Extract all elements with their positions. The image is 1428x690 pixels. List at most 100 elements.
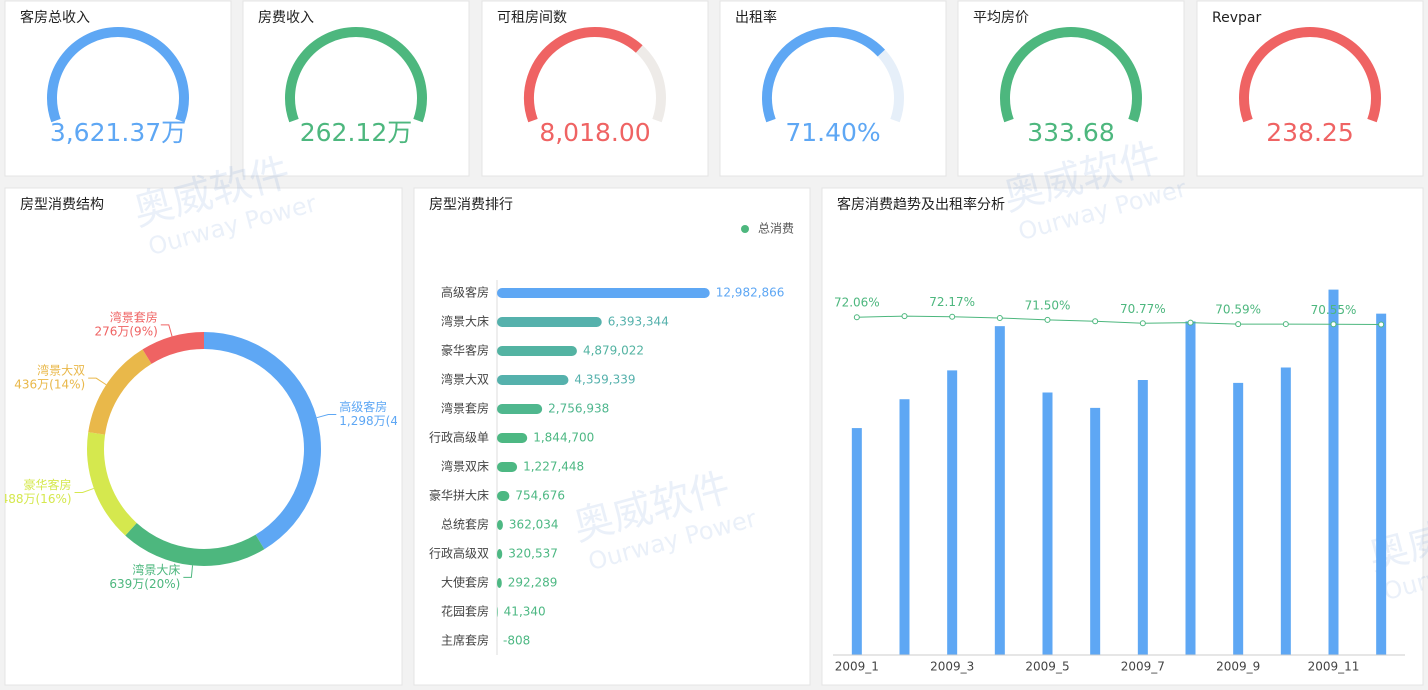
card-title: 房型消费排行 (429, 197, 513, 213)
bar (497, 317, 602, 327)
slice-value: 276万(9%) (94, 324, 157, 338)
bar (899, 399, 910, 655)
line-point (1044, 316, 1051, 323)
bar (497, 433, 528, 443)
slice-value: 639万(20%) (109, 577, 180, 591)
leader-line (74, 487, 95, 494)
gauge-value (762, 27, 885, 123)
bar-label: 6,393,344 (608, 315, 669, 329)
y-tick-label: 豪华拼大床 (429, 488, 489, 503)
bar-label: 362,034 (509, 518, 559, 532)
bar (1137, 380, 1148, 655)
line-point (901, 313, 908, 320)
point-label: 72.17% (929, 295, 975, 309)
charts: 客房总收入 3,621.37万 房费收入 262.12万 可租房间数 8,018.00 出租… (1, 9, 1405, 674)
point-label: 70.77% (1120, 302, 1166, 316)
gauge-value (47, 27, 189, 123)
slice-value: 488万(16%) (1, 492, 72, 506)
line-point (1187, 319, 1194, 326)
gauge-label: 238.25 (1266, 118, 1353, 147)
y-tick-label: 湾景双床 (441, 459, 489, 474)
bar (1376, 313, 1387, 655)
bar-label: 292,289 (508, 576, 558, 590)
bar-label: 754,676 (515, 489, 565, 503)
card-title: 房型消费结构 (20, 197, 104, 213)
point-label: 70.55% (1311, 303, 1357, 317)
card-title: 房费收入 (258, 10, 314, 26)
gauge-label: 333.68 (1027, 118, 1114, 147)
bar (1185, 321, 1196, 655)
gauge-value (285, 27, 427, 123)
bar (497, 346, 577, 356)
gauge-label: 71.40% (785, 118, 880, 147)
bar (1042, 392, 1053, 655)
pie-slice (125, 522, 265, 567)
card-title: 客房总收入 (20, 9, 90, 26)
bar (497, 288, 710, 298)
bar-label: 320,537 (508, 547, 558, 561)
leader-line (160, 324, 173, 337)
pie-slice (204, 332, 322, 550)
bar-label: 4,359,339 (574, 373, 635, 387)
gauge-value (524, 27, 643, 123)
card-title: 平均房价 (973, 10, 1029, 26)
bar (1090, 407, 1101, 655)
bar-label: 1,844,700 (533, 431, 594, 445)
slice-label: 湾景套房 (110, 309, 158, 324)
card-title: Revpar (1212, 10, 1261, 26)
bar-label: 4,879,022 (583, 344, 644, 358)
gauge-value (1000, 27, 1142, 123)
line-point (1139, 320, 1146, 327)
bar-label: 41,340 (504, 605, 546, 619)
y-tick-label: 总统套房 (441, 517, 489, 532)
slice-label: 湾景大双 (37, 363, 85, 378)
line-point (853, 314, 860, 321)
y-tick-label: 湾景套房 (441, 401, 489, 416)
card (821, 187, 1424, 686)
bar (497, 404, 543, 414)
bar-label: 2,756,938 (548, 402, 609, 416)
point-label: 72.06% (834, 296, 880, 310)
card (413, 187, 811, 686)
point-label: 70.59% (1215, 303, 1261, 317)
leader-line (88, 377, 107, 386)
slice-value: 1,298万(41%) (339, 414, 421, 428)
gauge-label: 3,621.37万 (50, 118, 186, 147)
slice-value: 436万(14%) (14, 378, 85, 392)
bar-label: 1,227,448 (523, 460, 584, 474)
legend-label: 总消费 (758, 222, 794, 236)
bar (497, 607, 498, 617)
gauge-label: 8,018.00 (539, 118, 650, 147)
bar (497, 375, 569, 385)
line-point (1282, 321, 1289, 328)
y-tick-label: 花园套房 (441, 604, 489, 619)
card (4, 187, 403, 686)
line-point (1330, 321, 1337, 328)
slice-label: 湾景大床 (132, 562, 180, 577)
y-tick-label: 行政高级双 (429, 546, 489, 561)
slice-label: 豪华客房 (24, 477, 72, 492)
y-tick-label: 主席套房 (441, 633, 489, 648)
bar (1328, 289, 1339, 655)
y-tick-label: 行政高级单 (429, 430, 489, 445)
line-point (1235, 321, 1242, 328)
x-tick-label: 2009_7 (1121, 660, 1165, 674)
gauge-value (1239, 27, 1381, 123)
bar (497, 462, 518, 472)
y-tick-label: 湾景大双 (441, 372, 489, 387)
slice-label: 高级客房 (339, 399, 387, 414)
y-tick-label: 大使套房 (441, 575, 489, 590)
line-point (949, 313, 956, 320)
bar (1280, 367, 1291, 655)
card-title: 可租房间数 (497, 10, 567, 26)
line (856, 315, 1382, 326)
line-point (996, 314, 1003, 321)
card-title: 客房消费趋势及出租率分析 (837, 196, 1005, 213)
pie-slice (142, 332, 204, 364)
x-tick-label: 2009_9 (1216, 660, 1260, 674)
x-tick-label: 2009_5 (1025, 660, 1069, 674)
x-tick-label: 2009_1 (835, 660, 879, 674)
legend-marker (741, 225, 749, 233)
